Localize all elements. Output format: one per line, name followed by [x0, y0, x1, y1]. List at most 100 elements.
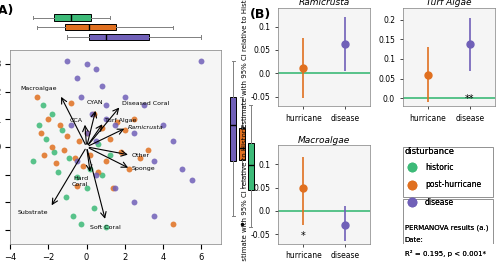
Text: Diseased Coral: Diseased Coral	[122, 101, 170, 106]
Text: Other: Other	[132, 153, 150, 158]
Point	[34, 123, 42, 127]
Point	[106, 153, 114, 157]
Point	[50, 150, 58, 155]
Point	[82, 131, 90, 135]
Text: historic: historic	[425, 162, 454, 172]
Text: Sponge: Sponge	[132, 166, 155, 172]
Title: Turf Algae: Turf Algae	[426, 0, 472, 7]
Text: Macroalgae: Macroalgae	[20, 86, 57, 91]
PathPatch shape	[90, 34, 149, 40]
Text: post-hurricane: post-hurricane	[425, 180, 481, 189]
Title: Macroalgae: Macroalgae	[298, 136, 350, 145]
Text: disease: disease	[425, 198, 454, 207]
FancyBboxPatch shape	[402, 199, 493, 249]
Point	[102, 117, 110, 121]
Point	[144, 148, 152, 152]
Point	[73, 159, 81, 163]
Point	[169, 139, 177, 143]
Point	[73, 183, 81, 188]
Point	[130, 131, 138, 135]
Point	[124, 167, 132, 171]
Point	[106, 137, 114, 141]
Point	[94, 142, 102, 146]
Point	[110, 186, 118, 190]
Point	[102, 159, 110, 163]
Point	[92, 172, 100, 177]
Point	[82, 131, 90, 135]
Point	[198, 59, 205, 63]
Point	[136, 156, 144, 160]
Y-axis label: Estimate with 95% CI relative to Historic: Estimate with 95% CI relative to Histori…	[242, 0, 248, 128]
Text: Date:: Date:	[404, 237, 423, 243]
Text: Turf Algae: Turf Algae	[105, 118, 136, 123]
Point	[92, 67, 100, 72]
Text: Ramicrusta: Ramicrusta	[128, 125, 164, 130]
Point	[98, 125, 106, 130]
Text: PERMANOVA results (a.): PERMANOVA results (a.)	[404, 224, 488, 231]
Text: (A): (A)	[0, 4, 14, 17]
Text: **: **	[465, 94, 474, 104]
Point	[69, 214, 77, 218]
Text: R² = 0.195, p < 0.001*: R² = 0.195, p < 0.001*	[404, 250, 485, 256]
Point	[71, 156, 79, 160]
PathPatch shape	[54, 14, 92, 21]
Point	[188, 178, 196, 182]
Point	[64, 59, 72, 63]
Point	[130, 117, 138, 121]
Point	[130, 200, 138, 204]
Point	[58, 128, 66, 132]
Point	[82, 62, 90, 66]
Text: disturbance: disturbance	[404, 147, 454, 156]
Point	[48, 112, 56, 116]
Point	[86, 153, 94, 157]
Text: R² = 0.195, p < 0.001*: R² = 0.195, p < 0.001*	[404, 250, 485, 256]
Text: post-hurricane: post-hurricane	[425, 180, 481, 189]
Point	[36, 131, 44, 135]
Point	[178, 167, 186, 171]
Text: Soft Coral: Soft Coral	[90, 225, 121, 230]
Y-axis label: Estimate with 95% CI relative to Historic: Estimate with 95% CI relative to Histori…	[242, 124, 248, 262]
Point	[77, 222, 85, 226]
Point	[54, 170, 62, 174]
Point	[40, 153, 48, 157]
Point	[112, 123, 120, 127]
Point	[33, 95, 41, 99]
Point	[86, 167, 94, 171]
Point	[117, 150, 125, 155]
Point	[68, 123, 76, 127]
Point	[73, 175, 81, 179]
Point	[90, 206, 98, 210]
Point	[92, 139, 100, 143]
Text: CYAN: CYAN	[87, 100, 104, 105]
Point	[150, 159, 158, 163]
Point	[102, 225, 110, 229]
Point	[79, 164, 87, 168]
Point	[82, 186, 90, 190]
Point	[42, 137, 50, 141]
Point	[44, 117, 52, 121]
Text: Hard
Coral: Hard Coral	[72, 176, 88, 187]
Text: Substrate: Substrate	[18, 210, 48, 215]
PathPatch shape	[230, 97, 236, 161]
Point	[150, 214, 158, 218]
Point	[121, 95, 129, 99]
Point	[64, 134, 72, 138]
Title: Ramicrusta: Ramicrusta	[298, 0, 350, 7]
Point	[52, 161, 60, 166]
Point	[62, 195, 70, 199]
Text: CCA: CCA	[70, 118, 83, 123]
Point	[159, 123, 167, 127]
Point	[140, 103, 148, 107]
PathPatch shape	[248, 143, 254, 190]
Point	[88, 112, 96, 116]
Text: disturbance: disturbance	[404, 147, 454, 156]
PathPatch shape	[64, 24, 116, 30]
Point	[68, 101, 76, 105]
Point	[38, 103, 46, 107]
Point	[169, 222, 177, 226]
Text: historic: historic	[425, 162, 454, 172]
Point	[94, 170, 102, 174]
Text: Date:: Date:	[404, 237, 423, 243]
Point	[56, 123, 64, 127]
Point	[66, 156, 74, 160]
